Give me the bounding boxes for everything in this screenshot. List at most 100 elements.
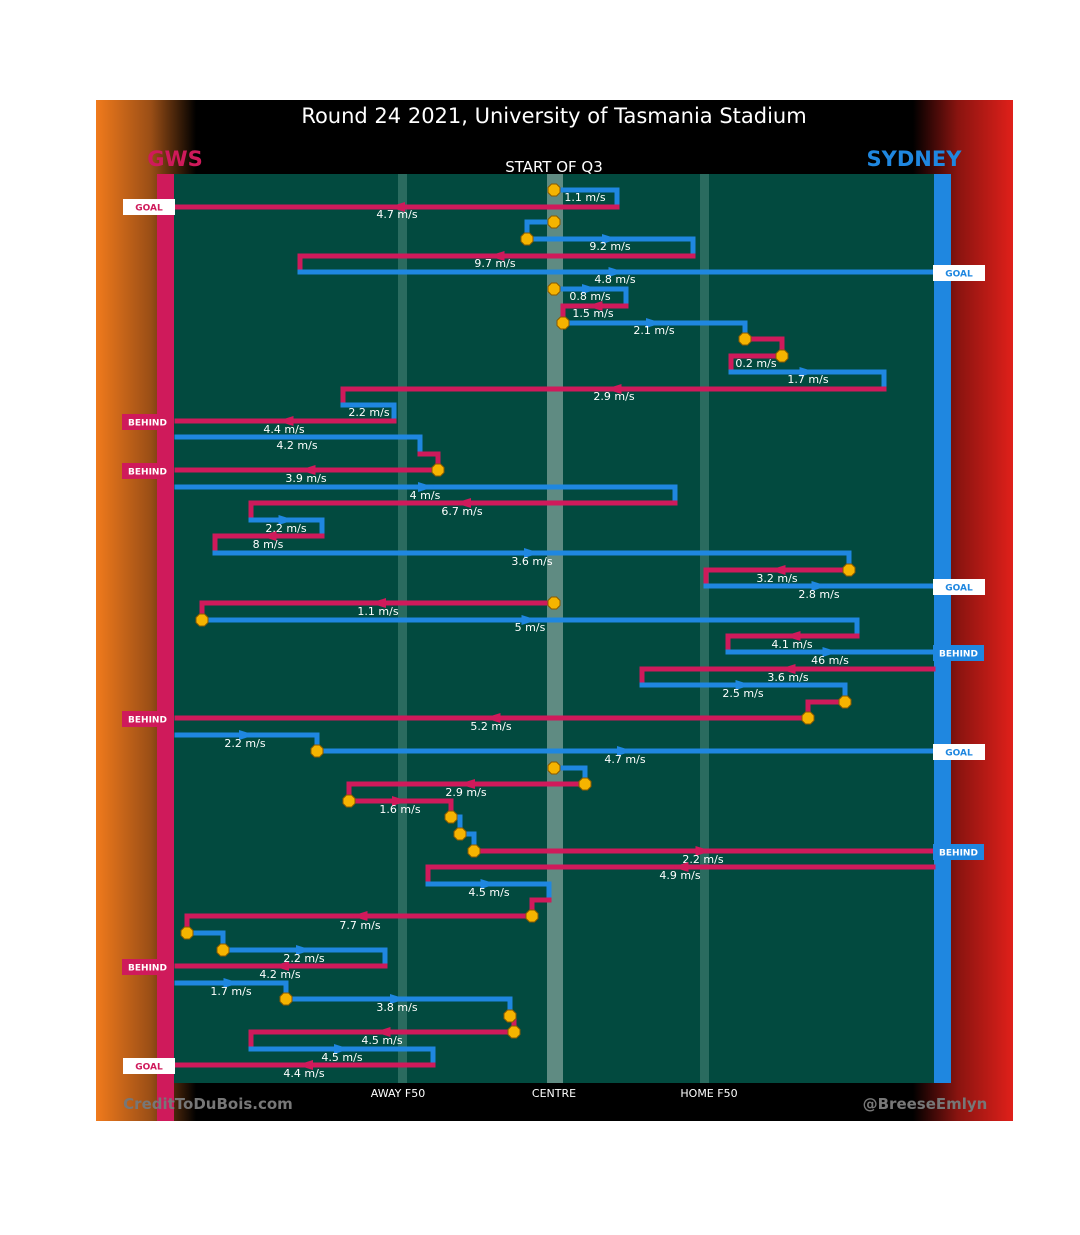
possession-point <box>310 744 324 758</box>
chain-3: 0.8 m/s 1.5 m/s 2.1 m/s 0.2 m/s 1.7 m/s 2.9 m… <box>122 282 887 436</box>
direction-arrow <box>484 713 501 723</box>
possession-point <box>547 183 561 197</box>
score-badge-label: GOAL <box>945 270 973 280</box>
speed-label: 2.2 m/s <box>265 522 306 535</box>
direction-arrow <box>418 482 434 492</box>
possession-point <box>195 613 209 627</box>
chain-4: 4.2 m/s 3.9 m/s BEHIND <box>122 434 445 485</box>
direction-arrow <box>608 267 625 277</box>
speed-label: 4.7 m/s <box>376 208 417 221</box>
direction-arrow <box>488 251 505 261</box>
possession-point <box>444 810 458 824</box>
speed-label: 2.2 m/s <box>348 406 389 419</box>
possession-point <box>842 563 856 577</box>
possession-point <box>547 761 561 775</box>
speed-label: 4 m/s <box>410 489 441 502</box>
possession-point <box>507 1025 521 1039</box>
possession-point <box>453 827 467 841</box>
speed-label: 3.8 m/s <box>376 1001 417 1014</box>
speed-label: 2.2 m/s <box>224 737 265 750</box>
direction-arrow <box>672 862 689 872</box>
speed-label: 4.9 m/s <box>659 869 700 882</box>
direction-arrow <box>334 1044 350 1054</box>
direction-arrow <box>455 498 471 508</box>
direction-arrow <box>239 730 255 740</box>
direction-arrow <box>392 796 408 806</box>
away-f50-line <box>398 174 407 1083</box>
direction-arrow <box>223 978 240 988</box>
speed-label: 46 m/s <box>811 654 849 667</box>
direction-arrow <box>822 647 839 657</box>
score-badge <box>122 711 173 727</box>
direction-arrow <box>602 234 618 244</box>
possession-point <box>180 926 194 940</box>
possession-point <box>801 711 815 725</box>
speed-label: 5.2 m/s <box>470 720 511 733</box>
speed-label: 9.2 m/s <box>589 240 630 253</box>
score-badge-label: BEHIND <box>128 716 167 726</box>
score-badge <box>933 579 985 595</box>
chain-6: 1.1 m/s 5 m/s 4.1 m/s 46 m/s BEHIND <box>195 596 984 667</box>
chain-11: 1.7 m/s 3.8 m/s 4.5 m/s 4.5 m/s 4.4 m/s GOAL <box>123 978 521 1080</box>
speed-label: 4.7 m/s <box>604 753 645 766</box>
speed-label: 1.5 m/s <box>572 307 613 320</box>
speed-label: 2.9 m/s <box>593 390 634 403</box>
score-badge-label: GOAL <box>945 749 973 759</box>
chain-9: 2.9 m/s 1.6 m/s 2.2 m/s BEHIND <box>342 761 984 866</box>
direction-arrow <box>297 1060 313 1070</box>
possession-point <box>556 316 570 330</box>
possession-point <box>216 943 230 957</box>
axis-label-centre: CENTRE <box>532 1087 576 1100</box>
direction-arrow <box>784 631 801 641</box>
chain-10: 4.9 m/s 4.5 m/s 7.7 m/s 2.2 m/s 4.2 m/s BEHIN… <box>122 862 936 981</box>
speed-label: 3.6 m/s <box>767 671 808 684</box>
direction-arrow <box>735 680 752 690</box>
direction-arrow <box>459 779 475 789</box>
speed-label: 1.1 m/s <box>564 191 605 204</box>
period-label: START OF Q3 <box>505 158 603 176</box>
speed-label: 4.2 m/s <box>259 968 300 981</box>
speed-label: 6.7 m/s <box>441 505 482 518</box>
possession-point <box>467 844 481 858</box>
direction-arrow <box>260 531 277 541</box>
speed-label: 2.2 m/s <box>682 853 723 866</box>
score-badge <box>933 744 985 760</box>
direction-arrow <box>374 1027 391 1037</box>
possession-point <box>503 1009 517 1023</box>
speed-label: 0.8 m/s <box>569 290 610 303</box>
chain-7: 3.6 m/s 2.5 m/s 5.2 m/s BEHIND <box>122 664 936 733</box>
score-badge-label: GOAL <box>945 584 973 594</box>
direction-arrow <box>390 994 406 1004</box>
direction-arrow <box>278 515 295 525</box>
direction-arrow <box>646 318 662 328</box>
speed-label: 3.9 m/s <box>285 472 326 485</box>
direction-arrow <box>273 961 289 971</box>
score-badge <box>933 645 984 661</box>
possession-point <box>775 349 789 363</box>
speed-label: 4.5 m/s <box>468 886 509 899</box>
speed-label: 4.4 m/s <box>263 423 304 436</box>
score-badge <box>122 959 173 975</box>
score-badge-label: GOAL <box>135 1063 163 1073</box>
speed-label: 4.5 m/s <box>321 1051 362 1064</box>
direction-arrow <box>811 581 828 591</box>
direction-arrow <box>521 615 538 625</box>
speed-label: 2.1 m/s <box>633 324 674 337</box>
possession-point <box>547 282 561 296</box>
possession-point <box>520 232 534 246</box>
direction-arrow <box>277 416 294 426</box>
speed-label: 4.4 m/s <box>283 1067 324 1080</box>
score-badge <box>122 463 173 479</box>
score-badge-label: GOAL <box>135 204 163 214</box>
speed-label: 7.7 m/s <box>339 919 380 932</box>
direction-arrow <box>605 384 622 394</box>
home-f50-line <box>700 174 709 1083</box>
speed-label: 4.1 m/s <box>771 638 812 651</box>
speed-label: 3.2 m/s <box>756 572 797 585</box>
speed-label: 5 m/s <box>515 621 546 634</box>
direction-arrow <box>799 367 816 377</box>
chain-5: 4 m/s6.7 m/s 2.2 m/s 8 m/s 3.6 m/s 3.2 m/s2.… <box>174 482 985 601</box>
chain-2: 9.2 m/s 9.7 m/s 4.8 m/s GOAL <box>297 215 985 286</box>
direction-arrow <box>370 598 386 608</box>
direction-arrow <box>695 846 712 856</box>
